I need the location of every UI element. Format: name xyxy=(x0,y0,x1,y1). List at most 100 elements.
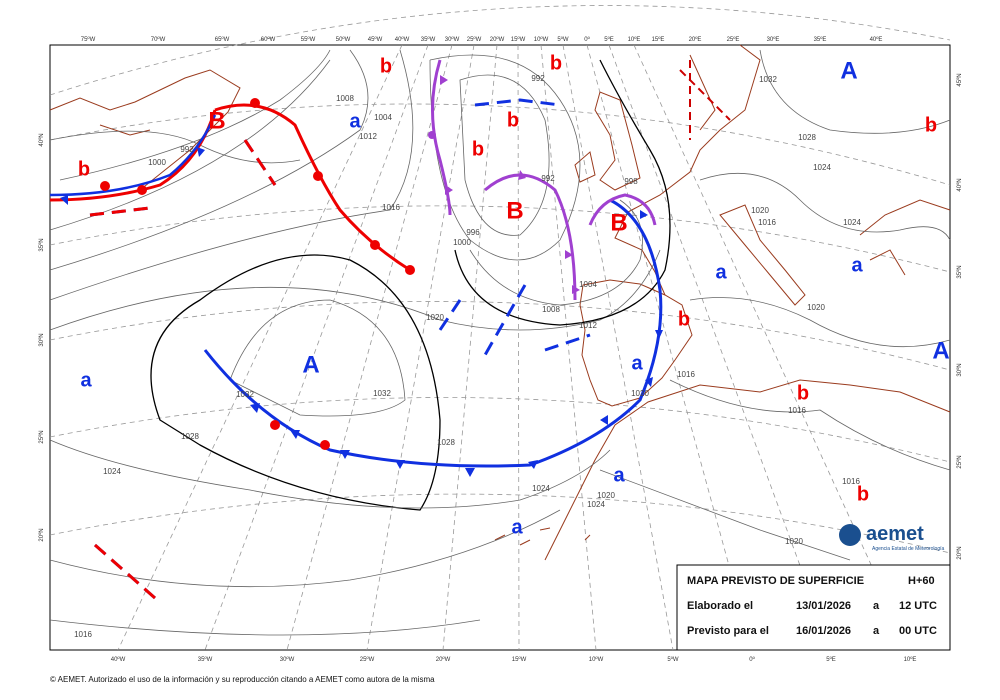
lon-label: 5ºW xyxy=(667,656,679,663)
high-center: A xyxy=(932,337,949,364)
isobar xyxy=(699,172,951,241)
fronts xyxy=(49,59,731,600)
minor-low: b xyxy=(550,52,562,74)
valid-time: 00 UTC xyxy=(899,625,937,637)
isobar-label: 998 xyxy=(624,177,638,186)
lon-label: 20ºW xyxy=(436,656,451,663)
isobar-label: 996 xyxy=(466,228,480,237)
lat-label: 35ºN xyxy=(956,265,963,278)
isobar-label: 1024 xyxy=(103,467,121,476)
meridian xyxy=(442,44,498,651)
isobar-label: 1016 xyxy=(842,477,860,486)
lon-label: 60ºW xyxy=(261,36,276,43)
cold-front xyxy=(203,198,663,468)
isobar xyxy=(454,59,671,326)
parallel xyxy=(49,397,951,463)
isobar xyxy=(599,469,851,561)
isobar-label: 1012 xyxy=(359,132,377,141)
high-center: A xyxy=(840,57,857,84)
lon-label: 0º xyxy=(749,656,755,663)
meridian xyxy=(540,44,597,651)
lon-label: 75ºW xyxy=(81,36,96,43)
minor-high: a xyxy=(851,254,863,276)
front xyxy=(679,60,731,140)
isobar xyxy=(49,49,414,301)
lon-label: 50ºW xyxy=(336,36,351,43)
isobar-label: 1024 xyxy=(587,500,605,509)
isobar-label: 1004 xyxy=(579,280,597,289)
minor-low: b xyxy=(925,114,937,136)
valid-at: a xyxy=(873,625,880,637)
isobar-label: 1016 xyxy=(788,406,806,415)
lon-label: 15ºW xyxy=(512,656,527,663)
lat-label: 35ºN xyxy=(38,238,45,251)
minor-low: b xyxy=(507,109,519,131)
isobar xyxy=(669,379,951,471)
isobar-label: 992 xyxy=(531,74,545,83)
minor-high: a xyxy=(613,464,625,486)
isobar-label: 1016 xyxy=(382,203,400,212)
lon-label: 45ºW xyxy=(368,36,383,43)
meridian xyxy=(117,44,403,651)
isobar-label: 1008 xyxy=(542,305,560,314)
isobar-label: 992 xyxy=(541,174,555,183)
front-symbols xyxy=(100,98,415,450)
lon-label: 10ºE xyxy=(628,36,641,43)
logo-agency: Agencia Estatal de Meteorología xyxy=(872,546,944,552)
isobar-label: 1024 xyxy=(843,218,861,227)
lon-label: 5ºW xyxy=(557,36,569,43)
lon-label: 35ºW xyxy=(198,656,213,663)
lon-label: 30ºW xyxy=(280,656,295,663)
isobar xyxy=(49,509,561,588)
meridian xyxy=(517,44,520,651)
issued-label: Elaborado el xyxy=(687,600,753,612)
parallel xyxy=(49,5,951,96)
meridian xyxy=(562,44,674,651)
parallel xyxy=(49,205,951,273)
lat-label: 30ºN xyxy=(38,333,45,346)
minor-high: a xyxy=(715,261,727,283)
isobars xyxy=(49,49,951,636)
issued-date: 13/01/2026 xyxy=(796,600,851,612)
cold-front xyxy=(49,114,217,197)
lon-label: 55ºW xyxy=(301,36,316,43)
info-box-frame xyxy=(676,564,951,651)
lat-label: 30ºN xyxy=(956,363,963,376)
isobar-label: 1020 xyxy=(785,537,803,546)
isobar-label: 1016 xyxy=(758,218,776,227)
minor-low: b xyxy=(78,158,90,180)
isobar xyxy=(49,49,369,271)
isobar xyxy=(689,297,951,348)
isobar-label: 1028 xyxy=(798,133,816,142)
coastline xyxy=(614,44,761,296)
lat-label: 20ºN xyxy=(956,546,963,559)
lon-label: 5ºE xyxy=(604,36,614,43)
coastline xyxy=(544,379,951,561)
isobar-1028 xyxy=(150,254,441,511)
isobar-label: 1012 xyxy=(579,321,597,330)
isobar xyxy=(49,249,661,331)
isobar-label: 1020 xyxy=(807,303,825,312)
parallel xyxy=(49,301,951,371)
occluded-front xyxy=(588,193,657,226)
info-box: MAPA PREVISTO DE SUPERFICIE H+60 Elabora… xyxy=(676,564,951,651)
logo: aemet Agencia Estatal de Meteorología xyxy=(839,523,944,552)
lead-time: H+60 xyxy=(908,575,935,587)
lon-label: 15ºW xyxy=(511,36,526,43)
lon-label: 10ºW xyxy=(534,36,549,43)
isobar-label: 1008 xyxy=(336,94,354,103)
lat-label: 45ºN xyxy=(956,73,963,86)
parallel xyxy=(49,493,951,554)
parallel xyxy=(49,103,951,186)
meridian xyxy=(633,44,911,651)
lon-label: 20ºW xyxy=(490,36,505,43)
isobar-label: 1032 xyxy=(759,75,777,84)
occluded-front xyxy=(431,59,452,216)
isobar xyxy=(59,49,331,181)
minor-low: b xyxy=(678,308,690,330)
isobar xyxy=(459,74,550,236)
minor-low: b xyxy=(857,483,869,505)
logo-name: aemet xyxy=(866,523,924,545)
meridian xyxy=(366,44,475,651)
